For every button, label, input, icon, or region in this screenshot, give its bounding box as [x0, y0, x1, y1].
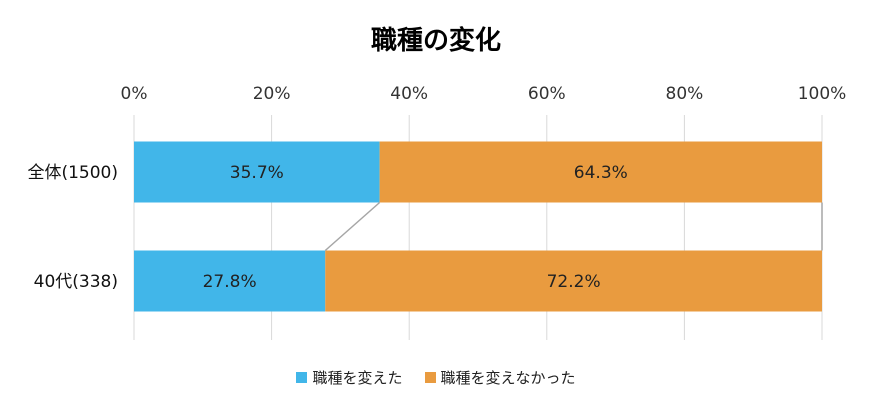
data-label: 72.2% — [547, 272, 601, 292]
chart-title: 職種の変化 — [370, 26, 501, 56]
series-line — [324, 201, 381, 252]
legend-item-not-changed: 職種を変えなかった — [424, 367, 576, 388]
bar-segment — [134, 141, 380, 203]
bar-segment — [379, 141, 822, 203]
x-tick-label: 0% — [121, 84, 148, 104]
data-label: 64.3% — [574, 163, 628, 183]
data-label: 35.7% — [230, 163, 284, 183]
x-tick-label: 100% — [798, 84, 847, 104]
x-tick-label: 60% — [528, 84, 566, 104]
x-tick-label: 40% — [390, 84, 428, 104]
x-tick-label: 20% — [253, 84, 291, 104]
x-tick-label: 80% — [666, 84, 704, 104]
bar-segment — [325, 250, 822, 312]
legend-swatch-not-changed — [424, 372, 436, 383]
legend-label-not-changed: 職種を変えなかった — [440, 369, 576, 387]
legend-label-changed: 職種を変えた — [312, 369, 403, 387]
data-label: 27.8% — [203, 272, 257, 292]
y-category-label: 全体(1500) — [27, 163, 118, 183]
legend-swatch-changed — [296, 372, 308, 383]
bar-segment — [134, 250, 326, 312]
legend-item-changed: 職種を変えた — [296, 367, 403, 388]
legend: 職種を変えた 職種を変えなかった — [0, 367, 872, 388]
y-category-label: 40代(338) — [34, 272, 118, 292]
